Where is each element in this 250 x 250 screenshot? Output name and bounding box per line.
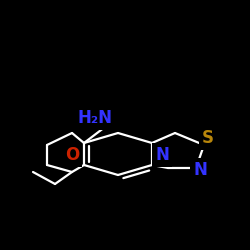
Text: S: S xyxy=(202,129,214,147)
Text: N: N xyxy=(155,146,169,164)
Text: H₂N: H₂N xyxy=(78,109,112,127)
Text: N: N xyxy=(193,161,207,179)
Text: O: O xyxy=(65,146,79,164)
